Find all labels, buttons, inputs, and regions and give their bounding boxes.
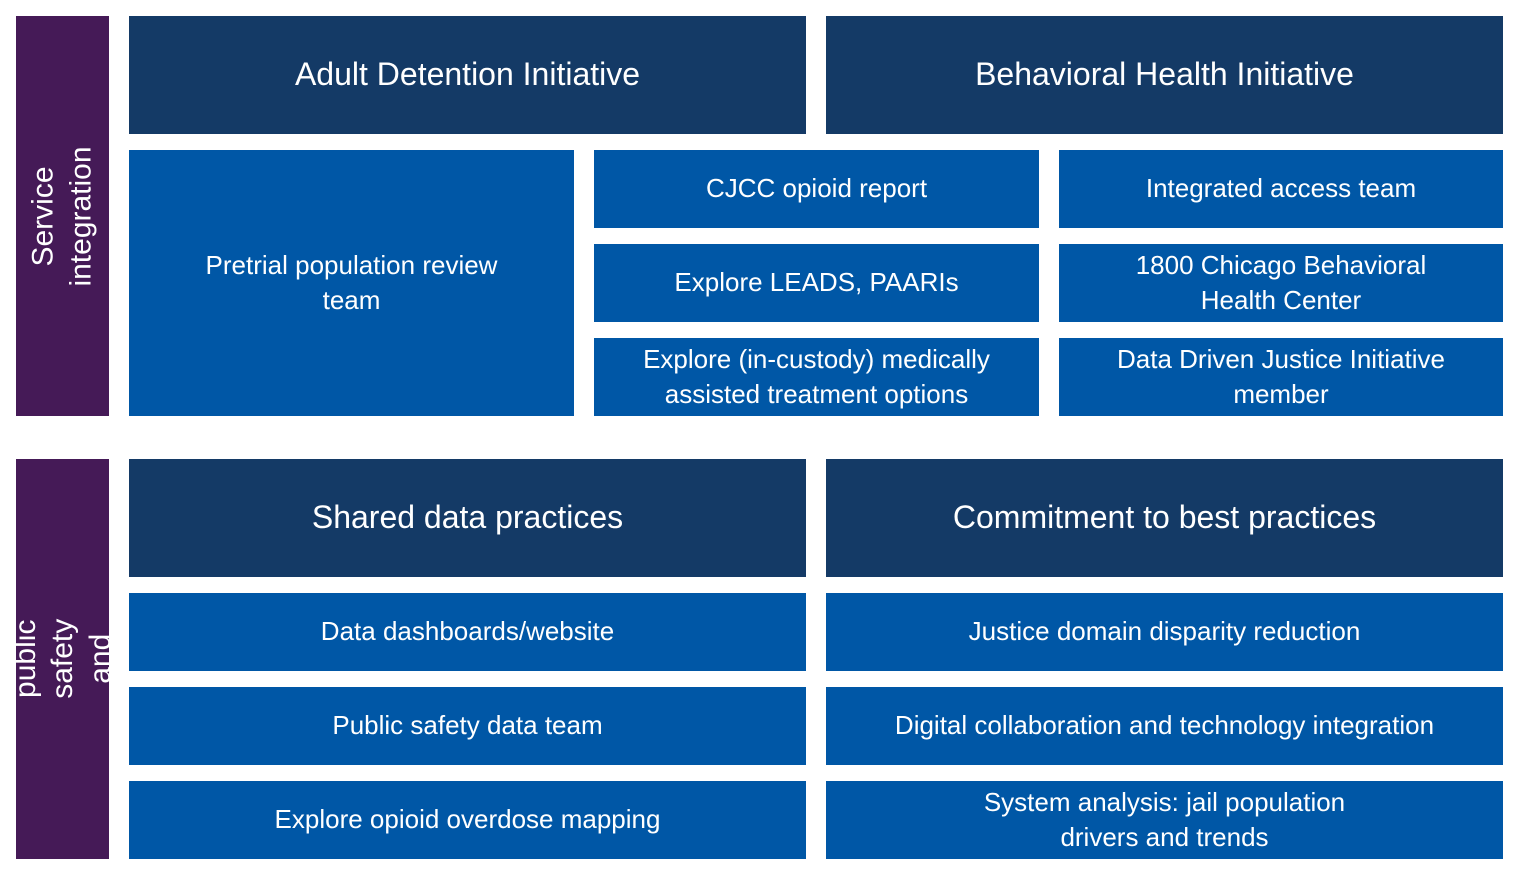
sidebar-promote-public-safety: Promote public safety and trust bbox=[0, 459, 154, 859]
item-data-driven-justice-initiative: Data Driven Justice Initiative member bbox=[1059, 338, 1503, 416]
sidebar-service-integration: Service integration bbox=[16, 16, 109, 416]
sidebar-label-service-integration: Service integration bbox=[27, 145, 98, 287]
item-public-safety-data-team: Public safety data team bbox=[129, 687, 806, 765]
item-data-dashboards-website: Data dashboards/website bbox=[129, 593, 806, 671]
item-explore-leads-paaris: Explore LEADS, PAARIs bbox=[594, 244, 1039, 322]
item-justice-domain-disparity-reduction: Justice domain disparity reduction bbox=[826, 593, 1503, 671]
item-integrated-access-team: Integrated access team bbox=[1059, 150, 1503, 228]
item-digital-collaboration-technology-integration: Digital collaboration and technology int… bbox=[826, 687, 1503, 765]
item-pretrial-population-review-team: Pretrial population review team bbox=[129, 150, 574, 416]
header-adult-detention-initiative: Adult Detention Initiative bbox=[129, 16, 806, 134]
item-system-analysis-jail-population: System analysis: jail population drivers… bbox=[826, 781, 1503, 859]
item-explore-medically-assisted-treatment: Explore (in-custody) medically assisted … bbox=[594, 338, 1039, 416]
item-cjcc-opioid-report: CJCC opioid report bbox=[594, 150, 1039, 228]
header-shared-data-practices: Shared data practices bbox=[129, 459, 806, 577]
header-behavioral-health-initiative: Behavioral Health Initiative bbox=[826, 16, 1503, 134]
header-commitment-to-best-practices: Commitment to best practices bbox=[826, 459, 1503, 577]
item-explore-opioid-overdose-mapping: Explore opioid overdose mapping bbox=[129, 781, 806, 859]
item-1800-chicago-behavioral-health-center: 1800 Chicago Behavioral Health Center bbox=[1059, 244, 1503, 322]
